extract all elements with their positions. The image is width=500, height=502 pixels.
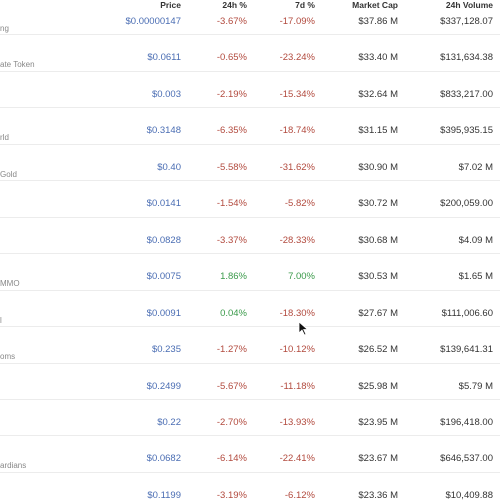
change-24h: -5.67% bbox=[216, 380, 247, 392]
volume: $1.65 M bbox=[458, 271, 493, 283]
change-24h: -3.37% bbox=[216, 234, 247, 246]
coin-name: Gold bbox=[0, 169, 17, 179]
volume: $10,409.88 bbox=[445, 489, 493, 501]
market-cap: $25.98 M bbox=[358, 380, 398, 392]
volume: $395,935.15 bbox=[440, 125, 493, 137]
market-cap: $30.90 M bbox=[358, 161, 398, 173]
column-header: Price bbox=[160, 0, 181, 10]
change-7d: -10.12% bbox=[279, 344, 315, 356]
change-7d: -31.62% bbox=[279, 161, 315, 173]
volume: $131,634.38 bbox=[440, 52, 493, 64]
change-24h: -5.58% bbox=[216, 161, 247, 173]
change-24h: 0.04% bbox=[220, 307, 247, 319]
row-separator bbox=[0, 398, 500, 400]
row-separator bbox=[0, 253, 500, 255]
volume: $4.09 M bbox=[458, 234, 493, 246]
coin-name: ng bbox=[0, 24, 9, 33]
market-cap: $32.64 M bbox=[358, 88, 398, 100]
market-cap: $37.86 M bbox=[358, 16, 398, 27]
price: $0.40 bbox=[157, 161, 181, 173]
market-cap: $27.67 M bbox=[358, 307, 398, 319]
column-header: Market Cap bbox=[352, 0, 398, 10]
row-separator bbox=[0, 471, 500, 473]
row-separator bbox=[0, 70, 500, 72]
volume: $200,059.00 bbox=[440, 198, 493, 210]
change-7d: -28.33% bbox=[279, 234, 315, 246]
market-cap: $33.40 M bbox=[358, 52, 398, 64]
market-cap: $26.52 M bbox=[358, 344, 398, 356]
market-cap: $30.72 M bbox=[358, 198, 398, 210]
price: $0.00000147 bbox=[125, 16, 181, 27]
price: $0.0611 bbox=[147, 52, 181, 64]
change-24h: -2.70% bbox=[216, 416, 247, 428]
change-24h: -6.35% bbox=[216, 125, 247, 137]
row-separator bbox=[0, 143, 500, 145]
mouse-cursor bbox=[298, 321, 309, 336]
price: $0.0075 bbox=[146, 271, 181, 283]
change-24h: 1.86% bbox=[220, 271, 247, 283]
coin-name: ardians bbox=[0, 461, 27, 471]
change-7d: -17.09% bbox=[279, 16, 315, 27]
market-cap: $23.67 M bbox=[358, 453, 398, 465]
row-separator bbox=[0, 362, 500, 364]
coin-name: rld bbox=[0, 133, 9, 143]
change-7d: -18.30% bbox=[279, 307, 315, 319]
volume: $139,641.31 bbox=[440, 344, 493, 356]
change-24h: -0.65% bbox=[216, 52, 247, 64]
volume: $196,418.00 bbox=[440, 416, 493, 428]
price: $0.0141 bbox=[146, 198, 181, 210]
volume: $646,537.00 bbox=[440, 453, 493, 465]
row-separator bbox=[0, 289, 500, 291]
price: $0.22 bbox=[157, 416, 181, 428]
change-7d: -18.74% bbox=[279, 125, 315, 137]
volume: $7.02 M bbox=[458, 161, 493, 173]
price: $0.003 bbox=[151, 88, 181, 100]
change-24h: -3.19% bbox=[216, 489, 247, 501]
market-cap: $30.68 M bbox=[358, 234, 398, 246]
column-header: 24h % bbox=[222, 0, 247, 10]
price: $0.1199 bbox=[147, 489, 181, 501]
coin-name: l bbox=[0, 315, 2, 325]
price: $0.2499 bbox=[146, 380, 181, 392]
price: $0.0682 bbox=[146, 453, 181, 465]
change-7d: 7.00% bbox=[288, 271, 315, 283]
change-7d: -22.41% bbox=[279, 453, 315, 465]
row-separator bbox=[0, 107, 500, 109]
change-7d: -11.18% bbox=[280, 380, 315, 392]
change-7d: -13.93% bbox=[279, 416, 315, 428]
change-7d: -6.12% bbox=[284, 489, 315, 501]
change-7d: -5.82% bbox=[284, 198, 315, 210]
column-header: 24h Volume bbox=[445, 0, 493, 10]
coin-name: oms bbox=[0, 352, 16, 362]
coin-name: MMO bbox=[0, 279, 20, 289]
volume: $111,006.60 bbox=[441, 307, 493, 319]
market-cap: $23.95 M bbox=[358, 416, 398, 428]
volume: $337,128.07 bbox=[440, 16, 493, 27]
coin-name: ate Token bbox=[0, 60, 35, 70]
market-cap: $31.15 M bbox=[358, 125, 398, 137]
row-separator bbox=[0, 326, 500, 328]
market-cap: $23.36 M bbox=[358, 489, 398, 501]
row-separator bbox=[0, 435, 500, 437]
change-24h: -3.67% bbox=[216, 16, 247, 27]
price: $0.0091 bbox=[146, 307, 181, 319]
volume: $5.79 M bbox=[458, 380, 493, 392]
row-separator bbox=[0, 34, 500, 36]
change-24h: -2.19% bbox=[216, 88, 247, 100]
change-7d: -23.24% bbox=[279, 52, 315, 64]
change-24h: -1.27% bbox=[216, 344, 247, 356]
change-7d: -15.34% bbox=[279, 88, 315, 100]
price: $0.3148 bbox=[146, 125, 181, 137]
volume: $833,217.00 bbox=[440, 88, 493, 100]
change-24h: -6.14% bbox=[216, 453, 247, 465]
column-header: 7d % bbox=[295, 0, 315, 10]
row-separator bbox=[0, 180, 500, 182]
row-separator bbox=[0, 216, 500, 218]
change-24h: -1.54% bbox=[216, 198, 247, 210]
market-cap: $30.53 M bbox=[358, 271, 398, 283]
price: $0.235 bbox=[151, 344, 181, 356]
price: $0.0828 bbox=[146, 234, 181, 246]
